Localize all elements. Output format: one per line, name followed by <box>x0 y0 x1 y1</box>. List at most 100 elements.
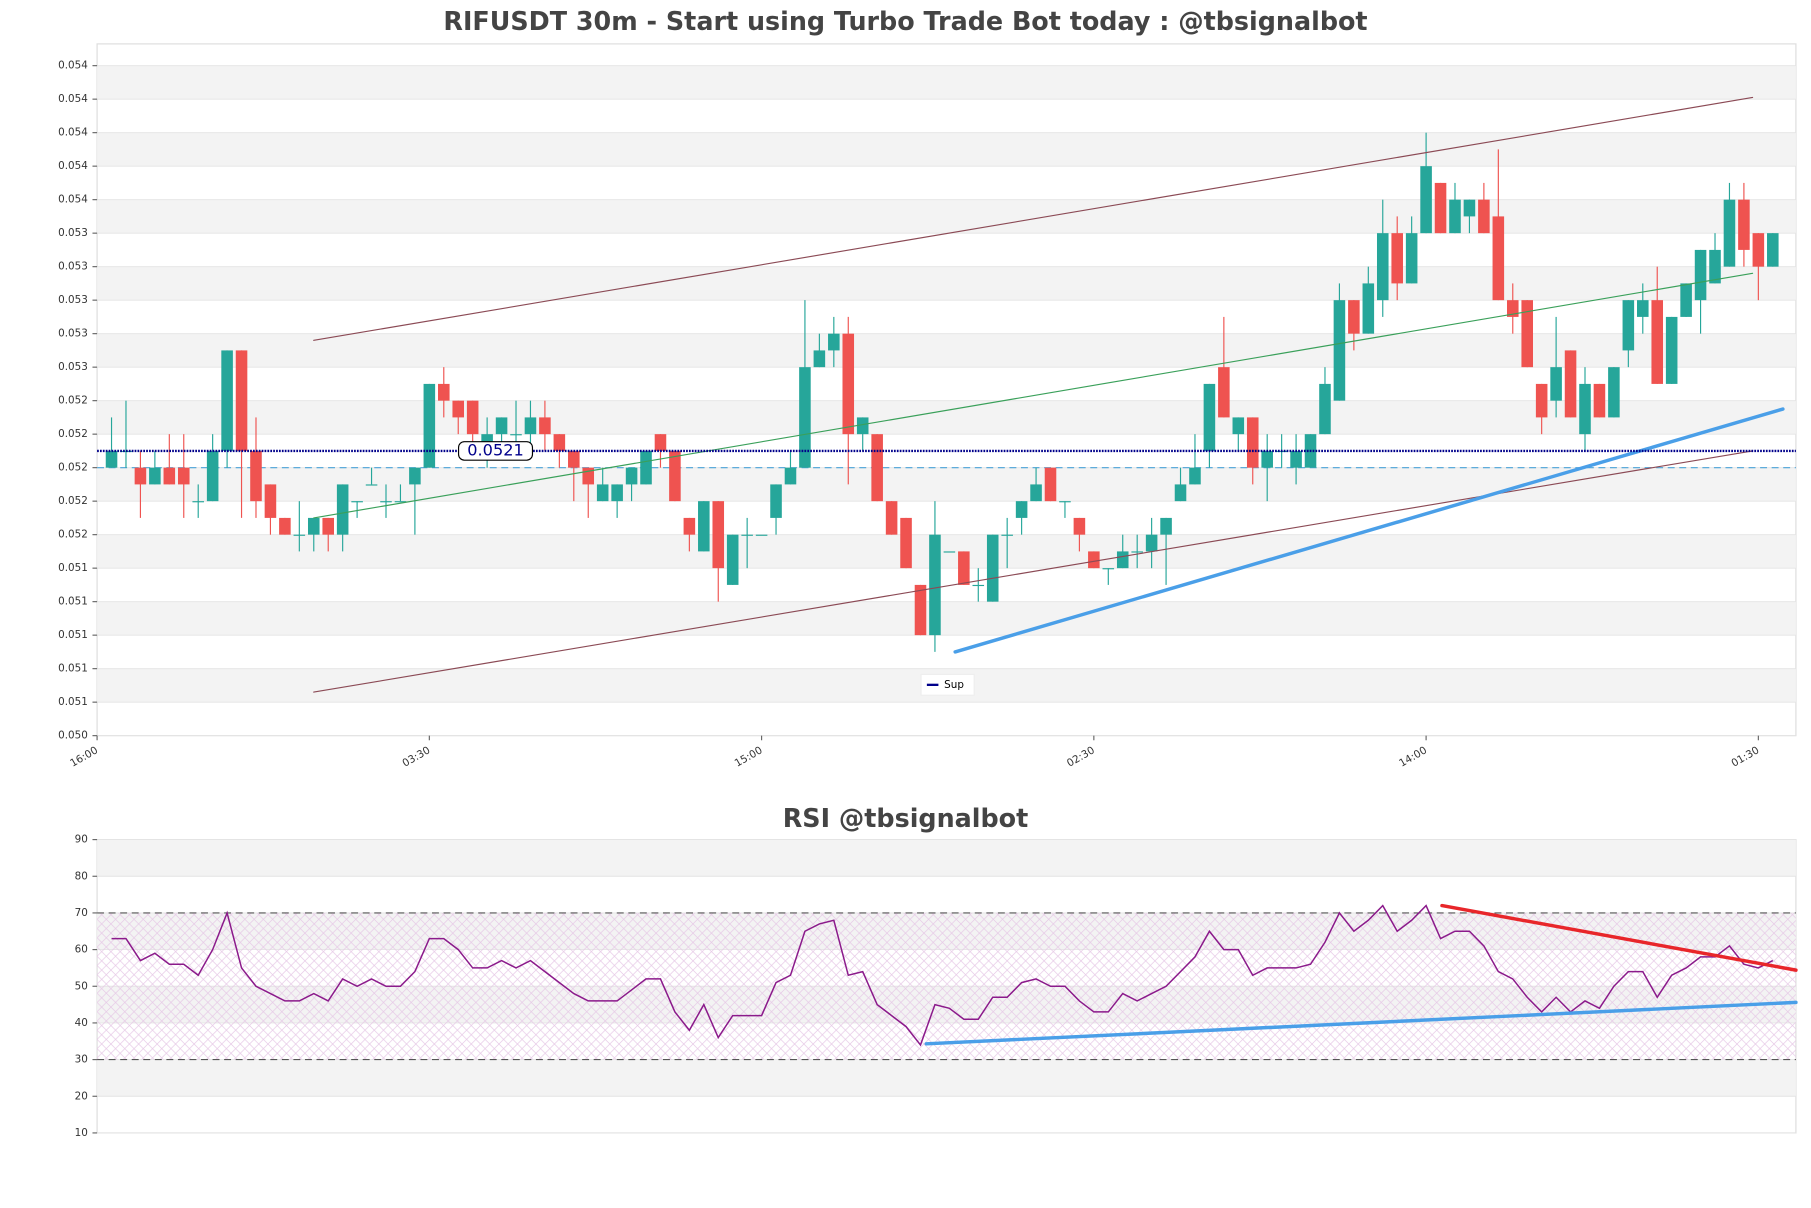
y-tick-label: 0.052 <box>58 428 88 440</box>
y-tick-label: 0.054 <box>58 127 88 139</box>
candle-body <box>510 434 522 436</box>
candle-body <box>1492 216 1505 301</box>
x-tick-label: 03:30 <box>400 744 432 769</box>
candle-body <box>495 417 508 435</box>
trend-line <box>924 1000 1798 1046</box>
y-tick-label: 30 <box>75 1054 88 1066</box>
candle-body <box>770 484 782 518</box>
candle-body <box>813 350 826 368</box>
candle-body <box>596 484 609 502</box>
grid-band <box>97 65 1796 100</box>
trend-line <box>1440 903 1798 972</box>
candle-body <box>986 534 999 602</box>
grid-band <box>97 266 1796 301</box>
candle-body <box>1319 383 1331 435</box>
candle-body <box>1767 233 1779 267</box>
candle-body <box>958 551 970 585</box>
y-tick-label: 40 <box>75 1017 88 1029</box>
candle-body <box>1131 551 1143 553</box>
candle-body <box>1622 300 1635 351</box>
y-tick-label: 0.052 <box>58 395 88 407</box>
candle-body <box>1579 383 1591 435</box>
y-tick-label: 0.053 <box>58 328 88 340</box>
y-tick-label: 0.054 <box>58 160 88 172</box>
y-tick-label: 0.054 <box>58 194 88 206</box>
candle-body <box>1030 484 1042 502</box>
candle-body <box>1694 249 1707 301</box>
candle-body <box>1362 283 1375 334</box>
candle-body <box>914 584 927 636</box>
y-tick-label: 0.054 <box>58 93 88 105</box>
candle-body <box>1535 383 1548 418</box>
price-label: 0.0521 <box>467 440 524 459</box>
y-tick-label: 70 <box>75 907 88 919</box>
candle-body <box>871 434 883 502</box>
candle-body <box>1218 367 1230 418</box>
candle-body <box>423 383 436 468</box>
candle-body <box>1333 300 1346 401</box>
y-tick-label: 0.051 <box>58 562 88 574</box>
candle-body <box>842 333 855 435</box>
y-tick-label: 80 <box>75 870 88 882</box>
candle-body <box>105 450 118 468</box>
candle-body <box>365 484 378 486</box>
y-tick-label: 0.053 <box>58 361 88 373</box>
candle-body <box>192 501 204 503</box>
grid-band <box>97 534 1796 569</box>
candle-body <box>466 400 479 435</box>
candle-body <box>177 467 190 485</box>
y-tick-label: 0.052 <box>58 495 88 507</box>
candle-body <box>972 584 985 587</box>
candle-body <box>1637 300 1649 317</box>
candle-body <box>799 367 811 468</box>
candle-body <box>336 484 349 535</box>
candle-body <box>900 517 912 569</box>
trend-line <box>313 272 1754 519</box>
rsi-title: RSI @tbsignalbot <box>783 803 1028 833</box>
grid-band <box>97 333 1796 368</box>
y-tick-label: 0.051 <box>58 663 88 675</box>
candle-body <box>1420 166 1432 234</box>
candle-body <box>1261 450 1273 468</box>
candle-body <box>1232 417 1245 435</box>
y-tick-label: 10 <box>75 1127 88 1139</box>
x-tick-label: 02:30 <box>1065 744 1097 769</box>
candle-body <box>1391 233 1403 284</box>
candle-body <box>1680 283 1692 317</box>
candle-body <box>1044 467 1057 502</box>
y-tick-label: 0.053 <box>58 261 88 273</box>
candle-body <box>712 501 725 569</box>
candle-body <box>1174 484 1187 502</box>
candle-body <box>539 417 551 435</box>
price-label-box <box>457 441 534 461</box>
candle-body <box>307 517 320 535</box>
candle-body <box>943 551 956 553</box>
candle-body <box>1088 551 1100 569</box>
y-tick-label: 50 <box>75 980 88 992</box>
candle-body <box>568 450 580 468</box>
candle-body <box>726 534 739 585</box>
candle-body <box>683 517 696 535</box>
candle-body <box>1593 383 1606 418</box>
y-tick-label: 0.051 <box>58 629 88 641</box>
trend-line <box>313 96 1754 341</box>
candle-body <box>1203 383 1216 451</box>
candle-body <box>1506 300 1519 317</box>
candle-body <box>264 484 277 518</box>
candle-body <box>1723 199 1736 267</box>
x-tick-label: 14:00 <box>1397 744 1429 769</box>
candle-body <box>438 383 450 401</box>
y-tick-label: 0.051 <box>58 696 88 708</box>
y-tick-label: 0.052 <box>58 462 88 474</box>
y-tick-label: 0.053 <box>58 294 88 306</box>
chart-title: RIFUSDT 30m - Start using Turbo Trade Bo… <box>443 6 1367 36</box>
candle-body <box>1521 300 1533 368</box>
candle-body <box>640 450 652 485</box>
y-tick-label: 20 <box>75 1090 88 1102</box>
candle-body <box>1246 417 1259 468</box>
candle-body <box>1434 182 1447 234</box>
candle-body <box>1348 300 1360 334</box>
candle-body <box>1290 450 1302 468</box>
candle-body <box>206 450 219 502</box>
grid-band <box>97 132 1796 167</box>
